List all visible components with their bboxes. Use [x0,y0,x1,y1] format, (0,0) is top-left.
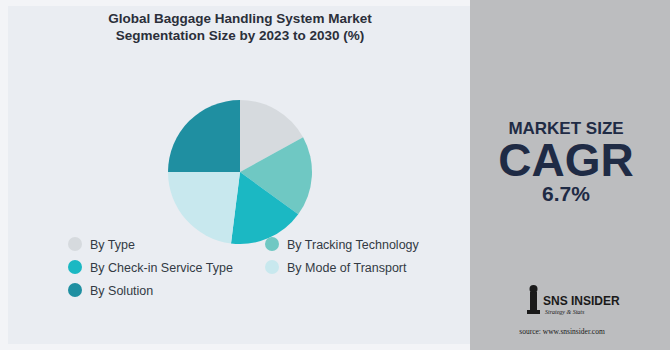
logo-shape [527,310,540,314]
canvas: By Type By Tracking Technology By Check-in… [0,0,670,350]
pie-slice [168,100,240,172]
source-note: source: www.snsinsider.com [519,327,605,336]
legend-label: By Type [90,238,135,252]
pie-slice [168,172,240,243]
cagr-value: 6.7% [542,182,590,205]
chart-panel [8,6,470,344]
side-panel [470,0,670,350]
legend-label: By Solution [90,284,153,298]
brand-tagline: Strategy & Stats [545,309,585,315]
legend-swatch [68,260,82,274]
legend-swatch [265,237,279,251]
title: Global Baggage Handling System Market Se… [90,10,390,44]
brand-name: SNS INSIDER [543,294,620,308]
legend-label: By Mode of Transport [287,261,407,275]
legend-swatch [68,283,82,297]
side-info: MARKET SIZECAGR6.7%SNS INSIDERStrategy &… [498,119,633,336]
legend-swatch [68,237,82,251]
legend: By Type By Tracking Technology By Check-in… [68,237,420,298]
logo-shape [530,285,538,293]
pie-slice [231,172,298,244]
logo-icon [527,285,540,314]
legend-label: By Check-in Service Type [90,261,233,275]
legend-swatch [265,260,279,274]
background [0,0,670,350]
legend-label: By Tracking Technology [287,238,420,252]
logo-shape [530,292,537,312]
pie [168,100,312,244]
cagr-label: CAGR [498,134,633,186]
